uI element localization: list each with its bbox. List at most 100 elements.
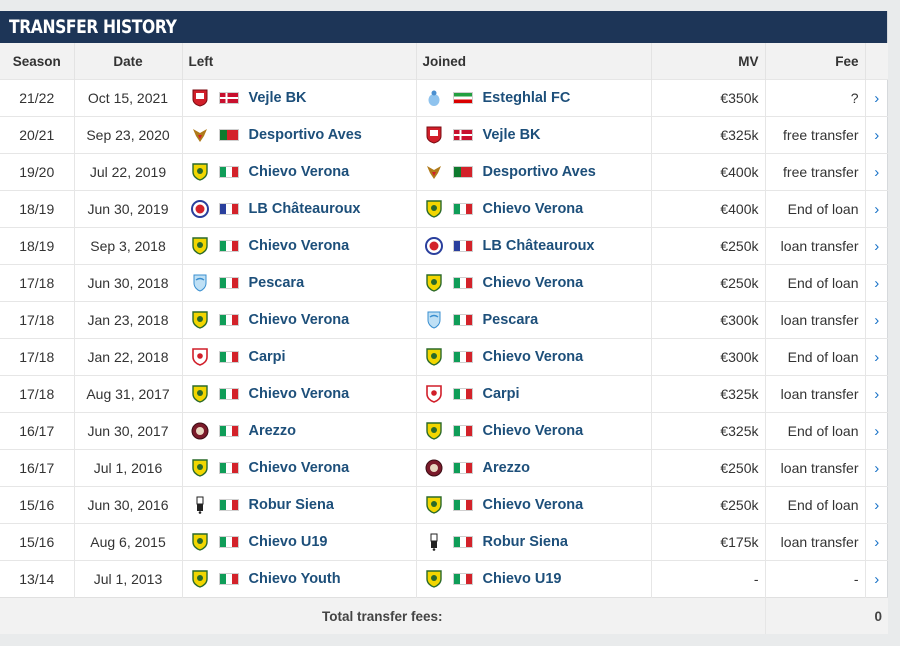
chievo-crest-icon[interactable] — [425, 422, 443, 440]
season-cell: 17/18 — [0, 264, 74, 302]
chevron-right-icon[interactable]: › — [864, 227, 888, 265]
chievo-crest-icon[interactable] — [191, 237, 209, 255]
chateauroux-crest-icon[interactable] — [190, 200, 209, 218]
chevron-right-icon[interactable]: › — [864, 449, 888, 487]
table-row[interactable]: 17/18 Jun 30, 2018 Pescara Chievo Verona €25… — [0, 264, 888, 302]
left-club-cell: Chievo Youth — [181, 560, 416, 598]
joined-club-link[interactable]: Desportivo Aves — [482, 164, 596, 180]
pescara-crest-icon[interactable] — [191, 274, 209, 292]
joined-club-link[interactable]: Robur Siena — [482, 534, 568, 550]
pescara-crest-icon[interactable] — [425, 311, 443, 329]
market-value-cell: €300k — [650, 301, 765, 339]
table-row[interactable]: 16/17 Jun 30, 2017 Arezzo Chievo Verona €325… — [0, 412, 888, 450]
table-row[interactable]: 15/16 Aug 6, 2015 Chievo U19 Robur Siena €17… — [0, 523, 888, 561]
chievo-crest-icon[interactable] — [425, 496, 443, 514]
joined-club-link[interactable]: Chievo Verona — [482, 201, 584, 217]
siena-crest-icon[interactable] — [191, 496, 209, 514]
chievo-crest-icon[interactable] — [191, 533, 209, 551]
joined-club-link[interactable]: Chievo U19 — [482, 571, 562, 587]
chevron-right-icon[interactable]: › — [864, 190, 888, 228]
vejle-crest-icon[interactable] — [425, 126, 443, 144]
joined-club-cell: Chievo Verona — [415, 264, 651, 302]
joined-club-link[interactable]: LB Châteauroux — [482, 238, 595, 254]
chievo-crest-icon[interactable] — [425, 274, 443, 292]
carpi-crest-icon[interactable] — [425, 385, 443, 403]
chievo-crest-icon[interactable] — [425, 348, 443, 366]
chievo-crest-icon[interactable] — [191, 311, 209, 329]
esteghlal-crest-icon[interactable] — [425, 89, 443, 107]
table-row[interactable]: 18/19 Sep 3, 2018 Chievo Verona LB Châteaur… — [0, 227, 888, 265]
left-club-link[interactable]: Pescara — [248, 275, 305, 291]
left-club-link[interactable]: Desportivo Aves — [248, 127, 362, 143]
left-club-link[interactable]: Chievo U19 — [248, 534, 328, 550]
chevron-right-icon[interactable]: › — [864, 301, 888, 339]
left-club-link[interactable]: Robur Siena — [248, 497, 334, 513]
left-club-link[interactable]: Chievo Youth — [248, 571, 341, 587]
aves-crest-icon[interactable] — [191, 126, 209, 144]
table-row[interactable]: 18/19 Jun 30, 2019 LB Châteauroux Chievo Ve… — [0, 190, 888, 228]
carpi-crest-icon[interactable] — [191, 348, 209, 366]
table-row[interactable]: 17/18 Jan 22, 2018 Carpi Chievo Verona €300k… — [0, 338, 888, 376]
flag-france-icon — [452, 240, 473, 252]
joined-club-link[interactable]: Chievo Verona — [482, 349, 584, 365]
left-club-link[interactable]: Chievo Verona — [248, 312, 350, 328]
chevron-right-icon[interactable]: › — [864, 79, 888, 117]
chevron-right-icon[interactable]: › — [864, 560, 888, 598]
table-row[interactable]: 16/17 Jul 1, 2016 Chievo Verona Arezzo €250k… — [0, 449, 888, 487]
fee-cell: End of loan — [764, 190, 865, 228]
market-value-cell: €250k — [650, 227, 765, 265]
left-club-link[interactable]: Chievo Verona — [248, 460, 350, 476]
left-club-link[interactable]: Vejle BK — [248, 90, 307, 106]
table-row[interactable]: 15/16 Jun 30, 2016 Robur Siena Chievo Veron… — [0, 486, 888, 524]
joined-club-cell: Chievo Verona — [415, 412, 651, 450]
table-row[interactable]: 19/20 Jul 22, 2019 Chievo Verona Desportivo… — [0, 153, 888, 191]
joined-club-link[interactable]: Pescara — [482, 312, 539, 328]
joined-club-link[interactable]: Carpi — [482, 386, 520, 402]
left-club-link[interactable]: Chievo Verona — [248, 238, 350, 254]
left-club-cell: Chievo Verona — [181, 449, 416, 487]
chievo-crest-icon[interactable] — [191, 570, 209, 588]
chievo-crest-icon[interactable] — [425, 200, 443, 218]
table-row[interactable]: 13/14 Jul 1, 2013 Chievo Youth Chievo U19 - -… — [0, 560, 888, 598]
table-row[interactable]: 21/22 Oct 15, 2021 Vejle BK Esteghlal FC €35… — [0, 79, 888, 117]
table-row[interactable]: 17/18 Aug 31, 2017 Chievo Verona Carpi €325k… — [0, 375, 888, 413]
chievo-crest-icon[interactable] — [191, 163, 209, 181]
joined-club-link[interactable]: Arezzo — [482, 460, 531, 476]
date-cell: Jun 30, 2017 — [73, 412, 182, 450]
aves-crest-icon[interactable] — [425, 163, 443, 181]
chievo-crest-icon[interactable] — [191, 385, 209, 403]
chevron-right-icon[interactable]: › — [864, 486, 888, 524]
arezzo-crest-icon[interactable] — [425, 459, 443, 477]
chievo-crest-icon[interactable] — [425, 570, 443, 588]
chevron-right-icon[interactable]: › — [864, 412, 888, 450]
left-club-link[interactable]: Carpi — [248, 349, 286, 365]
chateauroux-crest-icon[interactable] — [424, 237, 443, 255]
left-club-link[interactable]: LB Châteauroux — [248, 201, 361, 217]
left-club-link[interactable]: Chievo Verona — [248, 386, 350, 402]
left-club-link[interactable]: Arezzo — [248, 423, 297, 439]
chevron-right-icon[interactable]: › — [864, 338, 888, 376]
vejle-crest-icon[interactable] — [191, 89, 209, 107]
joined-club-link[interactable]: Chievo Verona — [482, 497, 584, 513]
joined-club-link[interactable]: Chievo Verona — [482, 423, 584, 439]
chevron-right-icon[interactable]: › — [864, 116, 888, 154]
left-club-link[interactable]: Chievo Verona — [248, 164, 350, 180]
joined-club-link[interactable]: Vejle BK — [482, 127, 541, 143]
flag-italy-icon — [218, 536, 239, 548]
joined-club-link[interactable]: Esteghlal FC — [482, 90, 571, 106]
date-cell: Sep 23, 2020 — [73, 116, 182, 154]
arezzo-crest-icon[interactable] — [191, 422, 209, 440]
table-row[interactable]: 17/18 Jan 23, 2018 Chievo Verona Pescara €30… — [0, 301, 888, 339]
table-row[interactable]: 20/21 Sep 23, 2020 Desportivo Aves Vejle BK… — [0, 116, 888, 154]
left-club-cell: Robur Siena — [181, 486, 416, 524]
chevron-right-icon[interactable]: › — [864, 375, 888, 413]
siena-crest-icon[interactable] — [425, 533, 443, 551]
chevron-right-icon[interactable]: › — [864, 264, 888, 302]
season-cell: 16/17 — [0, 449, 74, 487]
season-cell: 20/21 — [0, 116, 74, 154]
chievo-crest-icon[interactable] — [191, 459, 209, 477]
joined-club-link[interactable]: Chievo Verona — [482, 275, 584, 291]
chevron-right-icon[interactable]: › — [864, 153, 888, 191]
fee-cell: loan transfer — [764, 375, 865, 413]
chevron-right-icon[interactable]: › — [864, 523, 888, 561]
